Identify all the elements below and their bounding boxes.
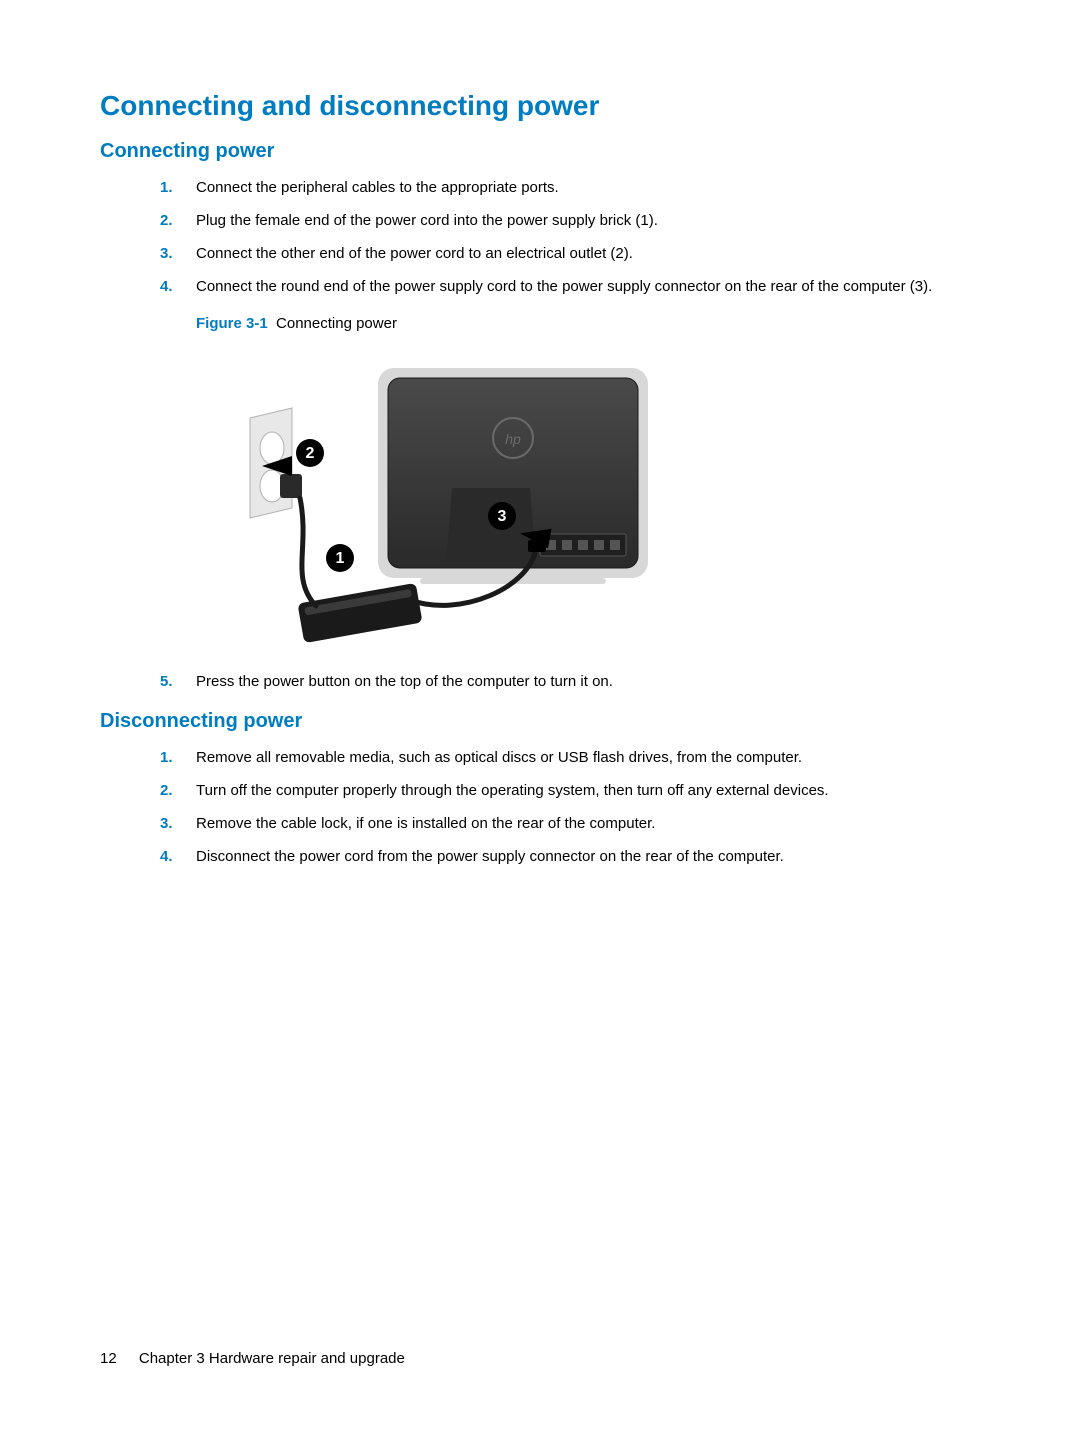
list-item: 3. Remove the cable lock, if one is inst…: [160, 813, 980, 834]
svg-text:2: 2: [306, 445, 315, 462]
list-item: 4. Disconnect the power cord from the po…: [160, 846, 980, 867]
svg-text:hp: hp: [505, 431, 521, 447]
page-number: 12: [100, 1350, 117, 1367]
list-item: 2. Turn off the computer properly throug…: [160, 780, 980, 801]
item-text: Remove all removable media, such as opti…: [196, 747, 802, 768]
list-item: 1. Remove all removable media, such as o…: [160, 747, 980, 768]
item-text: Remove the cable lock, if one is install…: [196, 813, 655, 834]
item-text: Connect the peripheral cables to the app…: [196, 177, 559, 198]
section-title-connecting: Connecting power: [100, 140, 980, 163]
section-title-disconnecting: Disconnecting power: [100, 710, 980, 733]
connecting-steps-list: 1. Connect the peripheral cables to the …: [160, 177, 980, 297]
connecting-steps-list-continued: 5. Press the power button on the top of …: [160, 671, 980, 692]
figure-label: Figure 3-1: [196, 315, 268, 332]
disconnecting-steps-list: 1. Remove all removable media, such as o…: [160, 747, 980, 867]
item-number: 5.: [160, 671, 196, 692]
item-number: 4.: [160, 846, 196, 867]
svg-text:3: 3: [498, 508, 507, 525]
figure-caption-text: Connecting power: [276, 315, 397, 332]
page-footer: 12 Chapter 3 Hardware repair and upgrade: [100, 1350, 405, 1367]
item-number: 3.: [160, 243, 196, 264]
item-number: 1.: [160, 747, 196, 768]
item-text: Turn off the computer properly through t…: [196, 780, 829, 801]
item-number: 2.: [160, 780, 196, 801]
item-text: Connect the round end of the power suppl…: [196, 276, 932, 297]
item-number: 1.: [160, 177, 196, 198]
svg-text:1: 1: [336, 550, 345, 567]
item-number: 3.: [160, 813, 196, 834]
item-text: Plug the female end of the power cord in…: [196, 210, 658, 231]
list-item: 1. Connect the peripheral cables to the …: [160, 177, 980, 198]
figure-caption: Figure 3-1 Connecting power: [196, 315, 980, 332]
list-item: 3. Connect the other end of the power co…: [160, 243, 980, 264]
item-text: Connect the other end of the power cord …: [196, 243, 633, 264]
item-number: 4.: [160, 276, 196, 297]
item-text: Press the power button on the top of the…: [196, 671, 613, 692]
item-text: Disconnect the power cord from the power…: [196, 846, 784, 867]
list-item: 5. Press the power button on the top of …: [160, 671, 980, 692]
list-item: 4. Connect the round end of the power su…: [160, 276, 980, 297]
item-number: 2.: [160, 210, 196, 231]
figure-connecting-power: hp 1 2 3: [220, 348, 980, 653]
list-item: 2. Plug the female end of the power cord…: [160, 210, 980, 231]
chapter-label: Chapter 3 Hardware repair and upgrade: [139, 1350, 405, 1367]
page-title: Connecting and disconnecting power: [100, 90, 980, 122]
